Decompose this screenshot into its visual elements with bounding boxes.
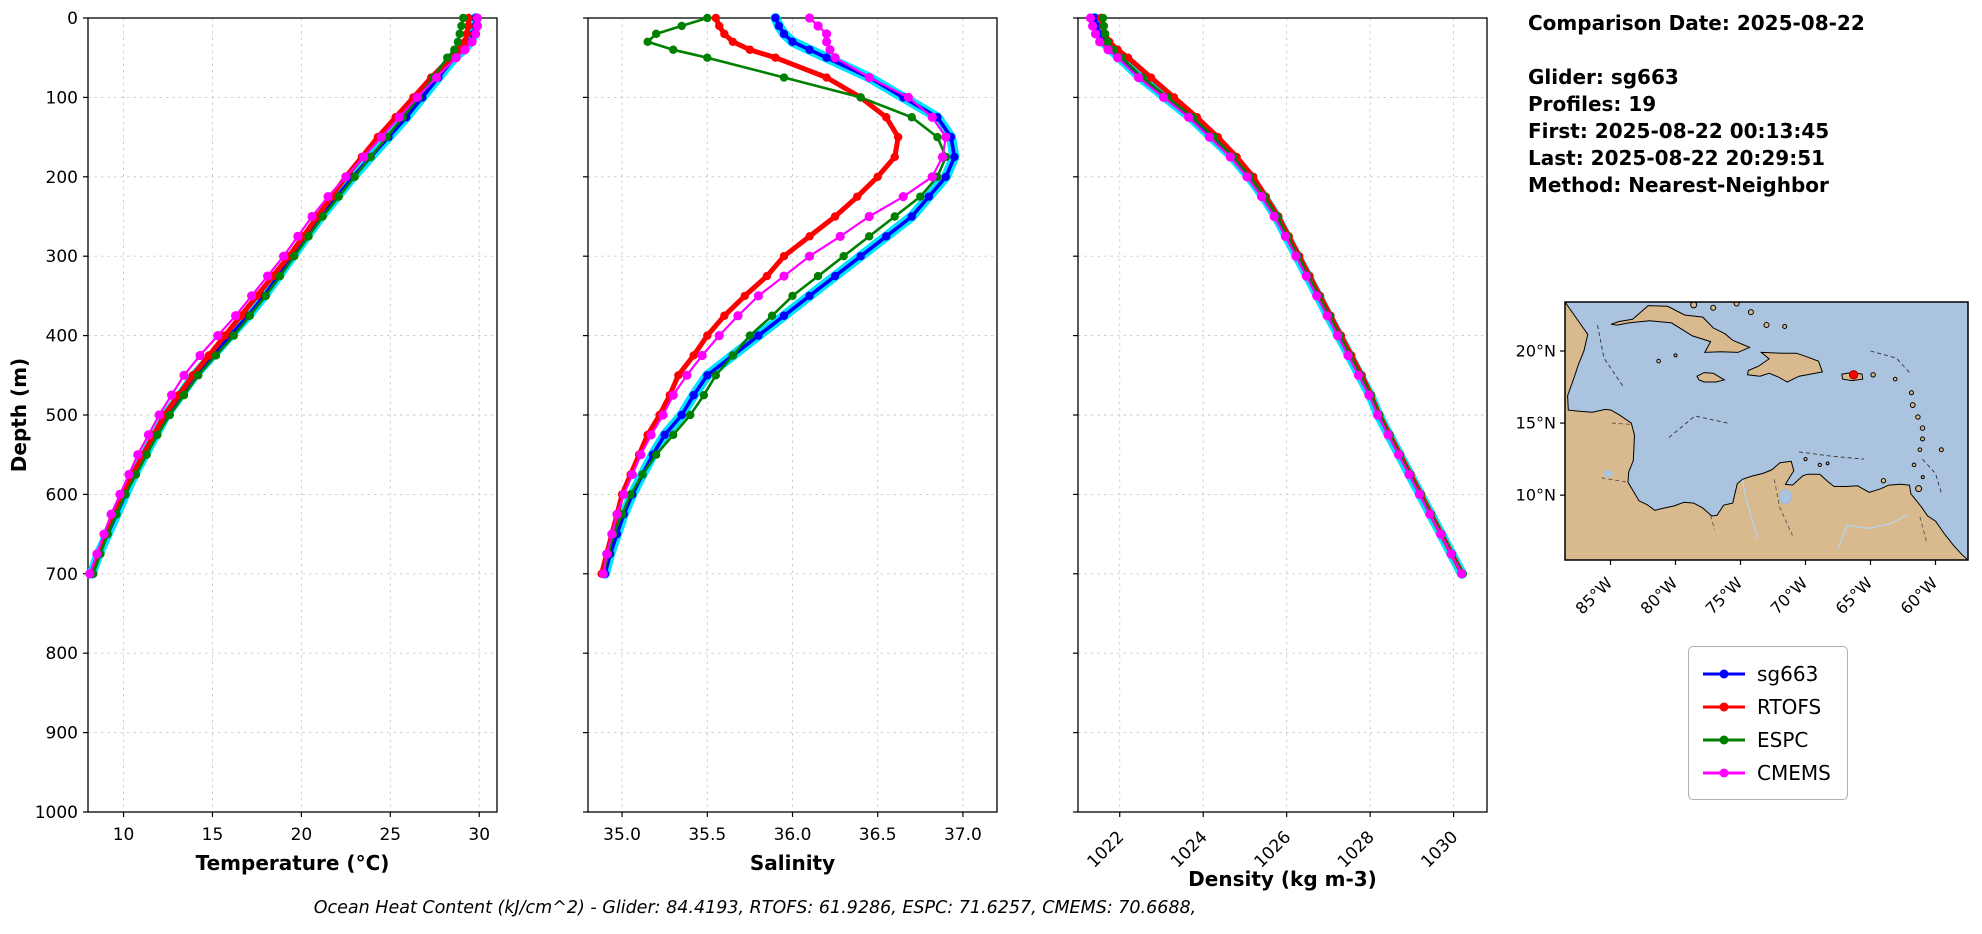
- svg-text:35.0: 35.0: [603, 825, 641, 845]
- svg-text:20: 20: [291, 825, 313, 845]
- temperature-profile-chart: 10 15 20 25 30 0 100 200 300 400 500 600 700 800 900 10…: [0, 0, 520, 900]
- svg-text:200: 200: [46, 168, 78, 188]
- legend: sg663 RTOFS ESPC CMEMS: [1688, 646, 1848, 800]
- comparison-date-text: Comparison Date: 2025-08-22: [1528, 11, 1865, 35]
- svg-text:1024: 1024: [1167, 827, 1212, 872]
- last-profile-text: Last: 2025-08-22 20:29:51: [1528, 146, 1826, 170]
- espc-line-sample-icon: [1703, 735, 1745, 744]
- svg-text:20°N: 20°N: [1516, 342, 1556, 361]
- svg-text:36.0: 36.0: [774, 825, 812, 845]
- svg-text:900: 900: [46, 724, 78, 744]
- sg663-line-sample-icon: [1703, 669, 1745, 678]
- legend-label-cmems: CMEMS: [1757, 760, 1831, 785]
- rtofs-line-sample-icon: [1703, 702, 1745, 711]
- svg-text:1026: 1026: [1250, 827, 1295, 872]
- svg-text:35.5: 35.5: [688, 825, 726, 845]
- legend-label-rtofs: RTOFS: [1757, 694, 1822, 719]
- svg-text:80°W: 80°W: [1637, 573, 1682, 618]
- svg-text:36.5: 36.5: [859, 825, 897, 845]
- svg-text:37.0: 37.0: [944, 825, 982, 845]
- svg-text:1028: 1028: [1334, 827, 1379, 872]
- ohc-footnote: Ocean Heat Content (kJ/cm^2) - Glider: 8…: [313, 898, 1197, 918]
- svg-text:1030: 1030: [1417, 827, 1462, 872]
- info-panel-gap: [1528, 37, 1865, 64]
- svg-text:15°N: 15°N: [1516, 414, 1556, 433]
- svg-text:300: 300: [46, 247, 78, 267]
- svg-text:1022: 1022: [1084, 827, 1129, 872]
- svg-text:25: 25: [379, 825, 401, 845]
- svg-text:0: 0: [67, 9, 78, 29]
- method-text: Method: Nearest-Neighbor: [1528, 173, 1829, 197]
- legend-item-cmems: CMEMS: [1701, 756, 1831, 789]
- location-map: 85°W 80°W 75°W 70°W 65°W 60°W 20°N 15°N 10°N: [1500, 290, 1982, 630]
- profiles-text: Profiles: 19: [1528, 92, 1657, 116]
- svg-text:15: 15: [202, 825, 224, 845]
- svg-text:85°W: 85°W: [1572, 573, 1617, 618]
- glider-text: Glider: sg663: [1528, 65, 1679, 89]
- svg-text:700: 700: [46, 565, 78, 585]
- legend-item-sg663: sg663: [1701, 657, 1831, 690]
- svg-text:Depth (m): Depth (m): [7, 358, 31, 472]
- svg-text:400: 400: [46, 327, 78, 347]
- svg-text:70°W: 70°W: [1767, 573, 1812, 618]
- svg-text:60°W: 60°W: [1897, 573, 1942, 618]
- svg-text:Temperature (°C): Temperature (°C): [196, 851, 390, 875]
- cmems-line-sample-icon: [1703, 768, 1745, 777]
- legend-item-espc: ESPC: [1701, 723, 1831, 756]
- svg-text:10°N: 10°N: [1516, 486, 1556, 505]
- first-profile-text: First: 2025-08-22 00:13:45: [1528, 119, 1830, 143]
- svg-text:500: 500: [46, 406, 78, 426]
- svg-text:1000: 1000: [35, 803, 78, 823]
- legend-label-espc: ESPC: [1757, 727, 1809, 752]
- svg-text:10: 10: [113, 825, 135, 845]
- salinity-profile-chart: 35.0 35.5 36.0 36.5 37.0 Salinity: [500, 0, 1020, 900]
- svg-text:30: 30: [468, 825, 490, 845]
- info-panel: Comparison Date: 2025-08-22 Glider: sg66…: [1528, 10, 1865, 199]
- legend-item-rtofs: RTOFS: [1701, 690, 1831, 723]
- svg-text:800: 800: [46, 644, 78, 664]
- svg-text:600: 600: [46, 485, 78, 505]
- density-profile-chart: 1022 1024 1026 1028 1030 Density (kg m-3): [990, 0, 1510, 900]
- svg-text:75°W: 75°W: [1702, 573, 1747, 618]
- legend-label-sg663: sg663: [1757, 661, 1819, 686]
- svg-text:Density (kg m-3): Density (kg m-3): [1188, 867, 1377, 891]
- svg-text:65°W: 65°W: [1832, 573, 1877, 618]
- svg-text:100: 100: [46, 88, 78, 108]
- svg-text:Salinity: Salinity: [750, 851, 835, 875]
